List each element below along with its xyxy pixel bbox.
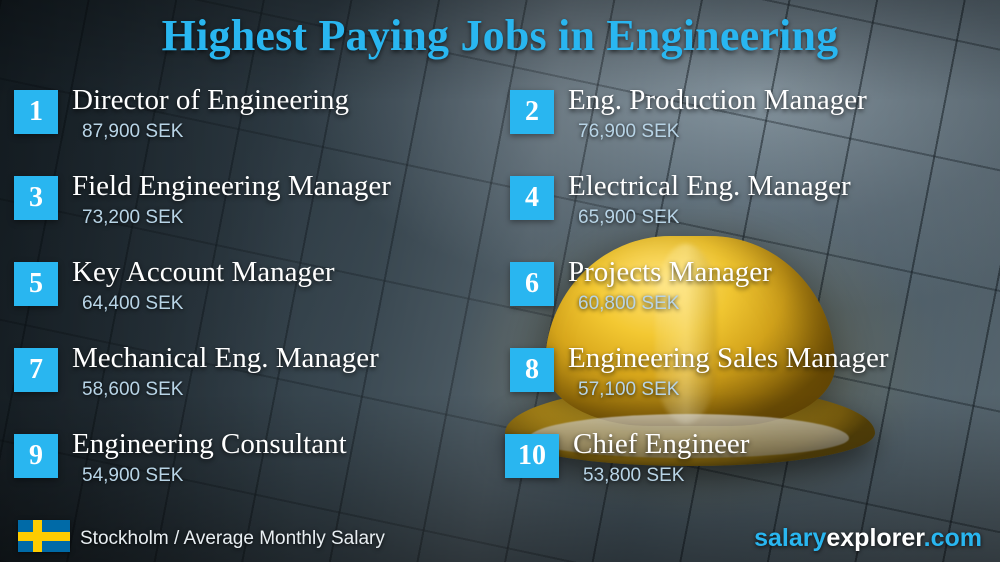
brand-part-explorer: explorer	[826, 524, 924, 552]
job-title: Projects Manager	[568, 256, 772, 288]
list-item: 9 Engineering Consultant 54,900 SEK	[14, 428, 484, 508]
job-title: Key Account Manager	[72, 256, 335, 288]
rank-badge: 5	[14, 262, 58, 306]
job-title: Chief Engineer	[573, 428, 750, 460]
job-salary: 64,400 SEK	[82, 293, 184, 314]
job-salary: 65,900 SEK	[578, 207, 680, 228]
brand-logo[interactable]: salaryexplorer.com	[754, 524, 982, 553]
hard-hat-dome	[545, 236, 835, 426]
list-item: 6 Projects Manager 60,800 SEK	[510, 256, 980, 336]
job-title: Eng. Production Manager	[568, 84, 867, 116]
job-salary: 76,900 SEK	[578, 121, 680, 142]
brand-part-salary: salary	[754, 524, 827, 552]
rank-badge: 3	[14, 176, 58, 220]
list-item: 2 Eng. Production Manager 76,900 SEK	[510, 84, 980, 164]
sweden-flag-icon	[18, 520, 70, 552]
rank-badge: 1	[14, 90, 58, 134]
rank-badge: 10	[505, 434, 559, 478]
job-salary: 60,800 SEK	[578, 293, 680, 314]
job-title: Director of Engineering	[72, 84, 350, 116]
list-item: 3 Field Engineering Manager 73,200 SEK	[14, 170, 484, 250]
rank-badge: 6	[510, 262, 554, 306]
flag-cross-vertical	[33, 520, 42, 552]
job-title: Mechanical Eng. Manager	[72, 342, 379, 374]
job-salary: 58,600 SEK	[82, 379, 184, 400]
flag-cross-horizontal	[18, 532, 70, 541]
job-salary: 57,100 SEK	[578, 379, 680, 400]
job-title: Field Engineering Manager	[72, 170, 391, 202]
hard-hat-icon	[505, 236, 875, 466]
page-title: Highest Paying Jobs in Engineering	[161, 11, 839, 60]
footer-note: Stockholm / Average Monthly Salary	[80, 528, 385, 549]
list-item: 4 Electrical Eng. Manager 65,900 SEK	[510, 170, 980, 250]
rank-badge: 7	[14, 348, 58, 392]
list-item: 7 Mechanical Eng. Manager 58,600 SEK	[14, 342, 484, 422]
rank-badge: 8	[510, 348, 554, 392]
job-title: Electrical Eng. Manager	[568, 170, 851, 202]
job-salary: 54,900 SEK	[82, 465, 184, 486]
list-item: 10 Chief Engineer 53,800 SEK	[505, 428, 975, 508]
hard-hat-band	[529, 414, 849, 458]
hard-hat-ridge	[655, 244, 717, 424]
job-salary: 53,800 SEK	[583, 465, 685, 486]
job-salary: 87,900 SEK	[82, 121, 184, 142]
job-salary: 73,200 SEK	[82, 207, 184, 228]
list-item: 8 Engineering Sales Manager 57,100 SEK	[510, 342, 980, 422]
list-item: 5 Key Account Manager 64,400 SEK	[14, 256, 484, 336]
brand-part-domain: .com	[923, 524, 982, 552]
rank-badge: 2	[510, 90, 554, 134]
rank-badge: 9	[14, 434, 58, 478]
job-title: Engineering Sales Manager	[568, 342, 889, 374]
list-item: 1 Director of Engineering 87,900 SEK	[14, 84, 484, 164]
rank-badge: 4	[510, 176, 554, 220]
job-title: Engineering Consultant	[72, 428, 347, 460]
